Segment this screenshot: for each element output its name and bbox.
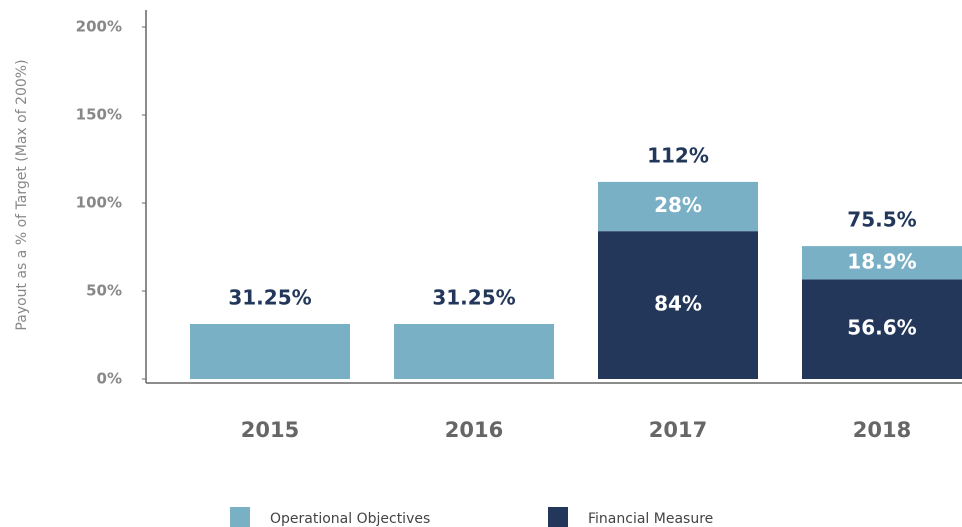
total-label: 75.5% [847, 208, 916, 232]
y-axis-label: Payout as a % of Target (Max of 200%) [14, 59, 30, 330]
x-tick-label: 2016 [445, 418, 503, 442]
total-label: 112% [647, 143, 709, 167]
legend-label: Operational Objectives [270, 511, 430, 527]
legend-swatch [230, 507, 250, 527]
bar-segment [598, 231, 758, 379]
x-tick-label: 2017 [649, 418, 707, 442]
y-tick-label: 50% [86, 282, 122, 300]
bar-segment [190, 324, 350, 379]
bar-segment [394, 324, 554, 379]
y-tick-label: 150% [76, 106, 122, 124]
total-label: 31.25% [228, 286, 311, 310]
value-label: 84% [654, 292, 702, 316]
value-label: 28% [654, 193, 702, 217]
legend-swatch [548, 507, 568, 527]
y-tick-label: 200% [76, 18, 122, 36]
value-label: 56.6% [847, 316, 916, 340]
x-tick-label: 2018 [853, 418, 911, 442]
y-tick-label: 100% [76, 194, 122, 212]
bar-segment [802, 279, 962, 379]
y-tick-label: 0% [97, 370, 122, 388]
legend-label: Financial Measure [588, 511, 713, 527]
total-label: 31.25% [432, 286, 515, 310]
value-label: 18.9% [847, 249, 916, 273]
bar-segment [802, 246, 962, 280]
x-tick-label: 2015 [241, 418, 299, 442]
bar-segment [598, 181, 758, 232]
